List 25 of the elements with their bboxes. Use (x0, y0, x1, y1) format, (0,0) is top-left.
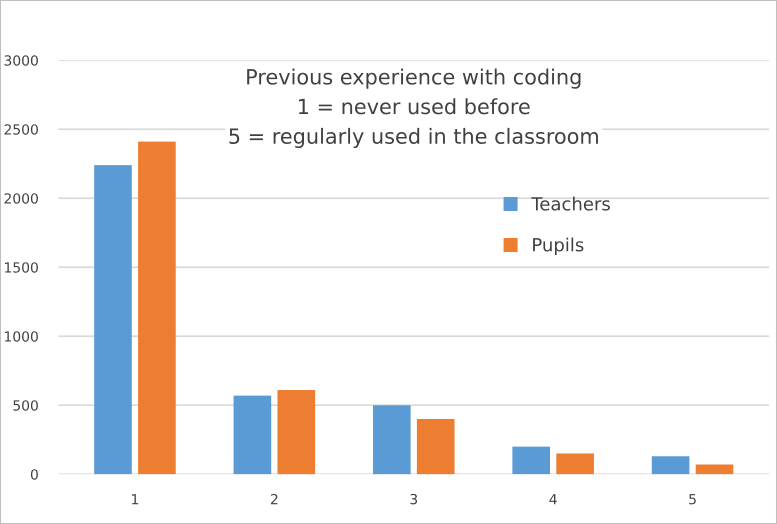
bar (94, 165, 132, 474)
y-tick-label: 2500 (4, 124, 38, 135)
y-tick-label: 1500 (5, 262, 38, 273)
bar (138, 142, 176, 474)
bar (372, 405, 411, 474)
y-tick-label: 3000 (4, 55, 38, 66)
bar (416, 419, 455, 474)
text: Previous experience with coding 1 = never used before 5 = regularly used in the classroom (229, 68, 598, 148)
y-tick-label: 0 (30, 469, 38, 480)
x-tick-label: 2 (270, 494, 278, 504)
y-tick-label: 2000 (4, 193, 38, 204)
bar (512, 446, 550, 474)
bar (652, 456, 690, 474)
x-tick-label: 1 (132, 494, 138, 504)
y-tick-label: 500 (13, 400, 38, 411)
legend-label: Pupils (533, 238, 584, 256)
legend-label: Teachers (531, 196, 610, 211)
bar (277, 390, 316, 474)
x-tick-label: 3 (410, 494, 418, 504)
x-tick-label: 4 (549, 494, 557, 504)
y-tick-label: 1000 (5, 331, 38, 342)
bar (696, 464, 734, 474)
bar (234, 396, 272, 474)
x-tick-label: 5 (689, 494, 696, 504)
bar (556, 454, 594, 474)
